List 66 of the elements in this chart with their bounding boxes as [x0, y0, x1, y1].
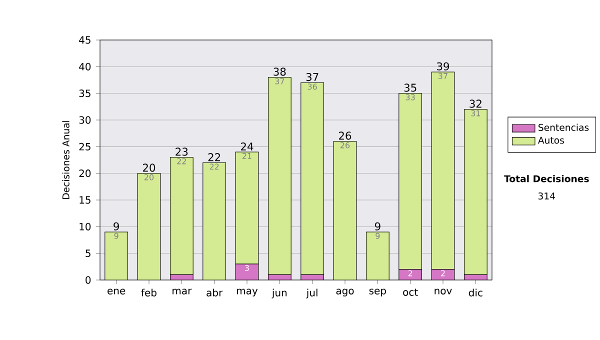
y-tick-label: 30 [79, 116, 91, 124]
total-label: 38 [274, 68, 286, 76]
bar [334, 141, 356, 280]
data-label: 22 [177, 158, 186, 164]
text: 314 [538, 192, 556, 200]
x-tick-label: mar [172, 288, 192, 294]
data-label: 21 [242, 152, 252, 159]
x-tick-label: feb [141, 288, 156, 296]
x-tick-label: dic [468, 288, 482, 296]
data-label: 2 [441, 270, 445, 276]
x-tick-label: ago [336, 288, 354, 296]
x-tick-label: may [237, 288, 258, 296]
x-tick-label: jul [306, 288, 318, 298]
x-tick-label: nov [434, 288, 452, 294]
bar [202, 162, 226, 280]
bar [398, 93, 422, 270]
legend-label: Sentencias [538, 124, 589, 131]
bar [138, 173, 160, 280]
y-tick-label: 0 [86, 276, 91, 284]
data-label: 37 [275, 78, 284, 84]
data-label: 37 [438, 72, 448, 79]
total-label: 22 [208, 153, 220, 162]
bar [104, 232, 128, 280]
y-tick-label: 15 [80, 196, 90, 204]
total-label: 35 [404, 84, 416, 92]
bar [366, 232, 390, 280]
y-axis-title: Decisiones Anual [62, 120, 70, 199]
total-label: 9 [114, 222, 119, 230]
data-label: 33 [406, 94, 415, 100]
data-label: 22 [210, 164, 219, 170]
y-tick-label: 45 [79, 36, 90, 44]
bar [431, 72, 455, 270]
total-label: 23 [176, 148, 188, 156]
bar [464, 109, 488, 275]
total-label: 26 [338, 132, 352, 140]
data-label: 20 [144, 174, 154, 180]
y-tick-label: 5 [86, 250, 90, 258]
x-tick-label: sep [369, 288, 386, 296]
data-label: 9 [114, 232, 118, 239]
bar [300, 82, 324, 275]
legend-label: Autos [538, 136, 564, 144]
total-label: 20 [142, 164, 156, 172]
bar [170, 157, 194, 275]
data-label: 3 [245, 264, 249, 271]
x-tick-label: jun [272, 288, 287, 298]
data-label: 36 [308, 84, 317, 90]
x-tick-label: abr [206, 288, 223, 296]
y-tick-label: 10 [80, 222, 91, 230]
x-tick-label: ene [108, 288, 126, 294]
data-label: 31 [471, 110, 480, 116]
text: Total Decisiones [504, 175, 589, 182]
data-label: 9 [376, 232, 380, 239]
total-label: 24 [240, 142, 254, 150]
y-tick-label: 35 [79, 90, 90, 98]
total-label: 9 [374, 222, 380, 230]
total-label: 37 [306, 72, 318, 82]
bar [235, 152, 259, 264]
x-tick-label: oct [403, 288, 418, 296]
total-label: 32 [470, 100, 482, 108]
y-tick-label: 40 [79, 62, 91, 70]
y-tick-label: 20 [79, 170, 91, 178]
total-label: 39 [437, 62, 450, 70]
data-label: 26 [340, 142, 350, 148]
bar [268, 77, 292, 275]
y-tick-label: 25 [79, 142, 90, 150]
data-label: 2 [408, 270, 412, 276]
